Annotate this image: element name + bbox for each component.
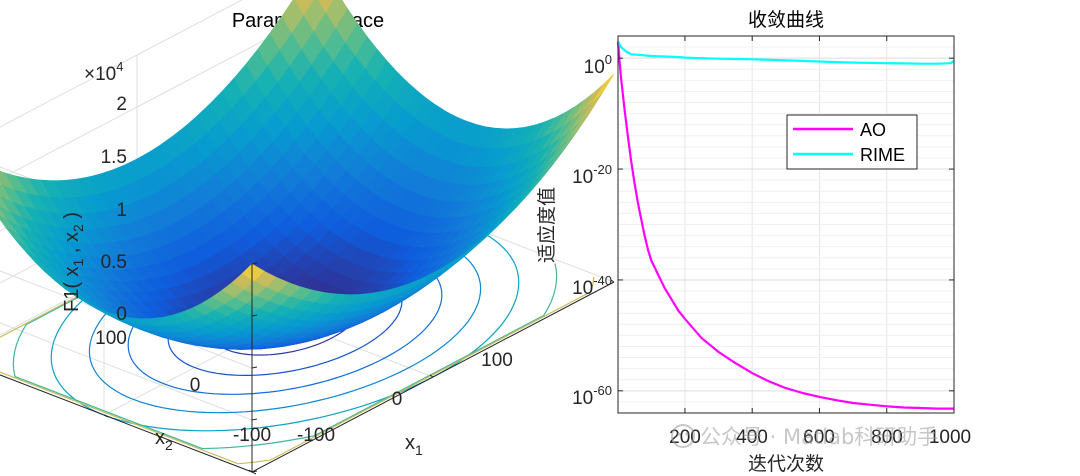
y-tick-label: 100 [95,328,127,349]
y-tick-label: 100 [584,52,612,78]
y-tick [103,414,109,418]
series-line-rime [617,40,955,65]
x-tick-label: 100 [481,350,513,371]
convergence-plot: 收敛曲线 100 10-20 10-40 10-60 200 400 600 8… [536,9,971,475]
z-tick-label: 1 [116,200,127,221]
x-tick [429,374,434,378]
z-exponent-power: 4 [116,59,123,74]
surface-patch [591,73,615,104]
line-ticks [618,36,955,413]
x-tick-labels: -100 0 100 [297,350,513,446]
legend-label-rime: RIME [860,145,905,165]
z-tick [251,366,258,369]
x-tick-label: 600 [803,427,835,448]
y-tick-label: -100 [233,425,271,446]
watermark-text: 公众号 · Matlab科研助手 [700,425,938,449]
wechat-icon-dot [677,432,681,436]
plot-frame [617,35,955,414]
y-tick-label: 10-20 [572,162,612,188]
surface-plot: Parameter space ×104 2 1.5 1 0.5 0 F1( x… [0,0,615,475]
x-tick-label: 0 [392,389,403,410]
x-axis-label: 迭代次数 [748,453,824,475]
series-line-ao [616,41,954,410]
surface-mesh [0,0,615,350]
wechat-icon-dot [685,432,689,436]
y-tick-labels: 100 10-20 10-40 10-60 [572,52,612,409]
y-tick-labels: 100 0 -100 [95,328,271,446]
legend-label-ao: AO [860,120,886,140]
x-axis-label: x1 [405,432,423,458]
z-tick [251,418,258,421]
x-tick-label: 1000 [929,427,971,448]
z-tick-labels: 2 1.5 1 0.5 0 [101,94,127,325]
legend: AO RIME [786,114,918,170]
grid-line [0,11,319,180]
y-tick-label: 0 [190,375,201,396]
z-tick-label: 1.5 [101,147,127,168]
surface-axes [0,262,615,475]
x-tick [610,279,615,283]
y-tick-label: 10-60 [572,383,612,409]
z-exponent-label: ×104 [84,59,123,85]
legend-box [786,114,918,170]
z-tick [251,314,258,317]
z-tick [251,262,258,265]
z-tick-label: 2 [116,94,127,115]
x-tick-label: -100 [297,425,335,446]
line-series [616,40,955,410]
z-exponent-multiplier: ×10 [84,64,116,85]
x-tick-label: 400 [736,427,768,448]
y-tick-label: 10-40 [572,273,612,299]
y-axis-label: 适应度值 [536,187,558,263]
line-title: 收敛曲线 [748,9,824,31]
z-tick-label: 0.5 [101,252,127,273]
y-tick [251,471,257,475]
watermark: 公众号 · Matlab科研助手 [671,424,938,449]
z-tick-label: 0 [116,304,127,325]
y-axis-label: x2 [155,427,173,453]
grid-line [0,0,243,128]
x-tick [248,469,253,473]
surface-patch [241,263,265,282]
z-axis-label: F1( x1 , x2 ) [61,212,86,312]
wechat-icon [671,424,695,448]
x-tick-label: 800 [871,427,903,448]
